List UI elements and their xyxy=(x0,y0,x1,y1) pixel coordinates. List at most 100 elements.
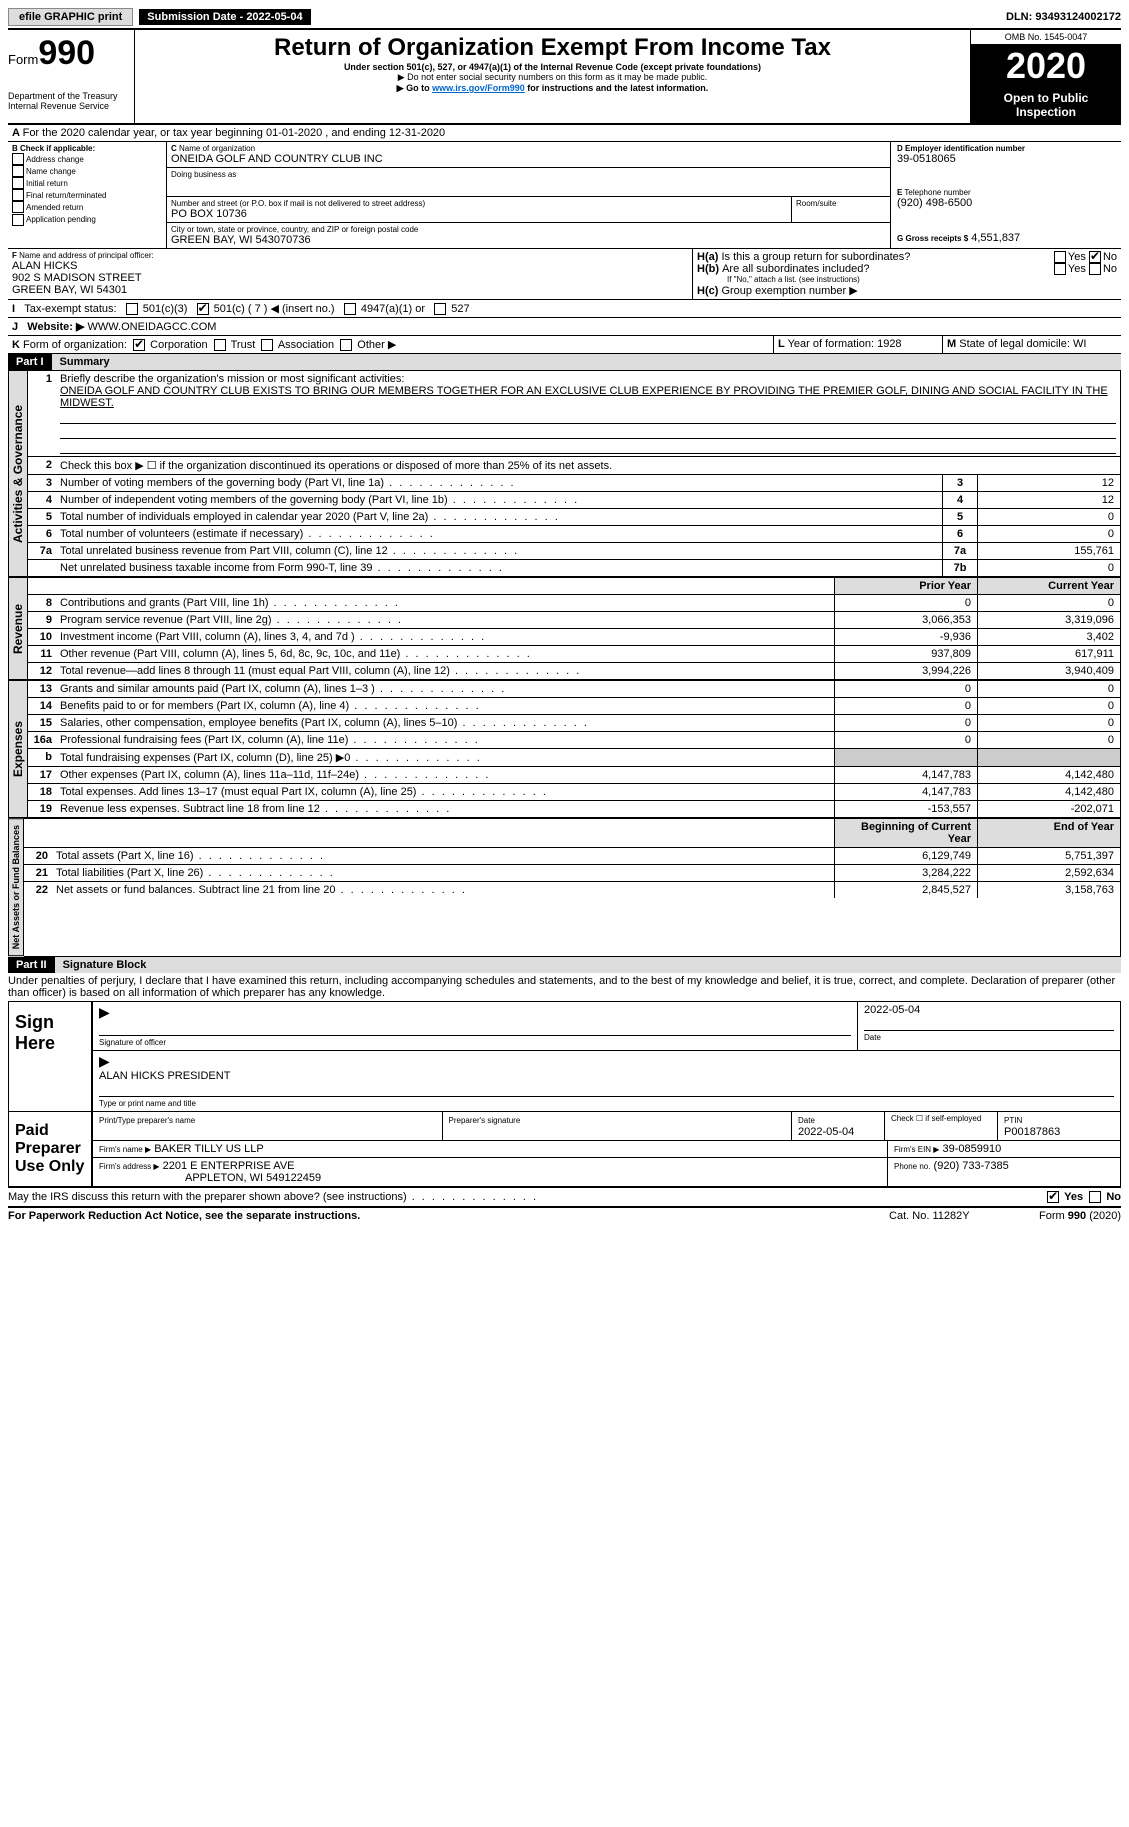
mission-text: ONEIDA GOLF AND COUNTRY CLUB EXISTS TO B… xyxy=(60,385,1108,409)
ptin-label: PTIN xyxy=(1004,1116,1022,1125)
p-name-label: Print/Type preparer's name xyxy=(99,1116,195,1125)
sig-date-val: 2022-05-04 xyxy=(864,1004,920,1016)
chk-corp[interactable]: Corporation xyxy=(133,339,208,351)
pra-notice: For Paperwork Reduction Act Notice, see … xyxy=(8,1210,889,1222)
ptin-val: P00187863 xyxy=(1004,1126,1060,1138)
org-address: PO BOX 10736 xyxy=(171,208,787,220)
rev-line-8: 8Contributions and grants (Part VIII, li… xyxy=(28,595,1120,612)
section-revenue: Revenue Prior Year Current Year 8Contrib… xyxy=(8,577,1121,680)
declaration: Under penalties of perjury, I declare th… xyxy=(8,973,1121,1001)
exp-line-19: 19Revenue less expenses. Subtract line 1… xyxy=(28,801,1120,817)
exp-line-15: 15Salaries, other compensation, employee… xyxy=(28,715,1120,732)
section-governance: Activities & Governance 1 Briefly descri… xyxy=(8,370,1121,577)
chk-trust[interactable]: Trust xyxy=(214,339,256,351)
open-to-public: Open to Public Inspection xyxy=(971,87,1121,123)
Hc-label: Group exemption number ▶ xyxy=(721,285,857,297)
chk-501c[interactable]: 501(c) ( 7 ) ◀ (insert no.) xyxy=(197,303,335,315)
footer: For Paperwork Reduction Act Notice, see … xyxy=(8,1208,1121,1222)
may-yes[interactable]: Yes xyxy=(1047,1191,1083,1203)
may-no[interactable]: No xyxy=(1089,1191,1121,1203)
Ha-label: Is this a group return for subordinates? xyxy=(721,251,1053,263)
form-number: Form990 xyxy=(8,34,128,73)
gov-line-4: 4Number of independent voting members of… xyxy=(28,492,1120,509)
tab-expenses: Expenses xyxy=(8,680,28,818)
p-sig-label: Preparer's signature xyxy=(449,1116,521,1125)
firm-ein: 39-0859910 xyxy=(943,1143,1002,1155)
chk-initial[interactable]: Initial return xyxy=(12,177,162,189)
col-end: End of Year xyxy=(977,819,1120,847)
efile-print-button[interactable]: efile GRAPHIC print xyxy=(8,8,133,26)
sig-name-label: Type or print name and title xyxy=(99,1099,196,1108)
exp-line-13: 13Grants and similar amounts paid (Part … xyxy=(28,681,1120,698)
rev-line-11: 11Other revenue (Part VIII, column (A), … xyxy=(28,646,1120,663)
section-I: I Tax-exempt status: 501(c)(3) 501(c) ( … xyxy=(8,300,1121,318)
note-ssn: ▶ Do not enter social security numbers o… xyxy=(141,72,964,83)
ein: 39-0518065 xyxy=(897,153,1115,165)
dba-label: Doing business as xyxy=(171,170,886,179)
E-label: E Telephone number xyxy=(897,188,1115,197)
tab-netassets: Net Assets or Fund Balances xyxy=(8,818,24,956)
chk-assoc[interactable]: Association xyxy=(261,339,334,351)
p-date-val: 2022-05-04 xyxy=(798,1126,854,1138)
l1-label: Briefly describe the organization's miss… xyxy=(60,373,404,385)
paid-preparer-block: Paid Preparer Use Only Print/Type prepar… xyxy=(8,1112,1121,1187)
sig-officer-label: Signature of officer xyxy=(99,1038,166,1047)
firm-name: BAKER TILLY US LLP xyxy=(154,1143,263,1155)
gov-line-7a: 7aTotal unrelated business revenue from … xyxy=(28,543,1120,560)
p-check[interactable]: Check ☐ if self-employed xyxy=(885,1112,998,1140)
section-expenses: Expenses 13Grants and similar amounts pa… xyxy=(8,680,1121,818)
D-label: D Employer identification number xyxy=(897,144,1115,153)
F-label: F Name and address of principal officer: xyxy=(12,251,688,260)
tax-year: 2020 xyxy=(971,45,1121,87)
irs-link[interactable]: www.irs.gov/Form990 xyxy=(432,83,525,93)
rev-line-9: 9Program service revenue (Part VIII, lin… xyxy=(28,612,1120,629)
Ha-yes[interactable]: Yes xyxy=(1054,251,1086,263)
tab-revenue: Revenue xyxy=(8,577,28,680)
sig-date-label: Date xyxy=(864,1033,881,1042)
org-city: GREEN BAY, WI 543070736 xyxy=(171,234,886,246)
sign-here-label: Sign Here xyxy=(9,1002,91,1111)
sign-here-block: Sign Here ▶Signature of officer 2022-05-… xyxy=(8,1001,1121,1112)
net-line-20: 20Total assets (Part X, line 16)6,129,74… xyxy=(24,848,1120,865)
chk-address[interactable]: Address change xyxy=(12,153,162,165)
chk-527[interactable]: 527 xyxy=(434,303,469,315)
section-FH: F Name and address of principal officer:… xyxy=(8,249,1121,300)
gov-line-6: 6Total number of volunteers (estimate if… xyxy=(28,526,1120,543)
col-current: Current Year xyxy=(977,578,1120,594)
form-title: Return of Organization Exempt From Incom… xyxy=(141,34,964,62)
website: WWW.ONEIDAGCC.COM xyxy=(88,321,217,333)
chk-name[interactable]: Name change xyxy=(12,165,162,177)
dept-treasury: Department of the Treasury Internal Reve… xyxy=(8,91,128,111)
chk-4947[interactable]: 4947(a)(1) or xyxy=(344,303,425,315)
Hb-no[interactable]: No xyxy=(1089,263,1117,275)
firm-phone: (920) 733-7385 xyxy=(934,1160,1009,1172)
org-name: ONEIDA GOLF AND COUNTRY CLUB INC xyxy=(171,153,886,165)
l2: Check this box ▶ ☐ if the organization d… xyxy=(56,457,1120,474)
state-domicile: WI xyxy=(1073,338,1086,350)
gov-line-5: 5Total number of individuals employed in… xyxy=(28,509,1120,526)
omb: OMB No. 1545-0047 xyxy=(971,30,1121,45)
Hb-yes[interactable]: Yes xyxy=(1054,263,1086,275)
officer-addr2: GREEN BAY, WI 54301 xyxy=(12,284,688,296)
officer-addr1: 902 S MADISON STREET xyxy=(12,272,688,284)
chk-501c3[interactable]: 501(c)(3) xyxy=(126,303,188,315)
Ha-no[interactable]: No xyxy=(1089,251,1117,263)
section-BCDEG: B Check if applicable: Address change Na… xyxy=(8,142,1121,249)
col-begin: Beginning of Current Year xyxy=(834,819,977,847)
section-J: J Website: ▶ WWW.ONEIDAGCC.COM xyxy=(8,318,1121,336)
dln: DLN: 93493124002172 xyxy=(1006,11,1121,23)
addr-label: Number and street (or P.O. box if mail i… xyxy=(171,199,787,208)
chk-pending[interactable]: Application pending xyxy=(12,213,162,225)
form-subtitle: Under section 501(c), 527, or 4947(a)(1)… xyxy=(141,62,964,72)
chk-amended[interactable]: Amended return xyxy=(12,201,162,213)
p-date-label: Date xyxy=(798,1116,815,1125)
net-line-22: 22Net assets or fund balances. Subtract … xyxy=(24,882,1120,898)
B-label: B Check if applicable: xyxy=(12,144,162,153)
part1-header: Part ISummary xyxy=(8,354,1121,370)
firm-addr: 2201 E ENTERPRISE AVE xyxy=(163,1160,295,1172)
year-formation: 1928 xyxy=(877,338,901,350)
chk-final[interactable]: Final return/terminated xyxy=(12,189,162,201)
chk-other[interactable]: Other ▶ xyxy=(340,339,396,351)
col-prior: Prior Year xyxy=(834,578,977,594)
rev-line-10: 10Investment income (Part VIII, column (… xyxy=(28,629,1120,646)
